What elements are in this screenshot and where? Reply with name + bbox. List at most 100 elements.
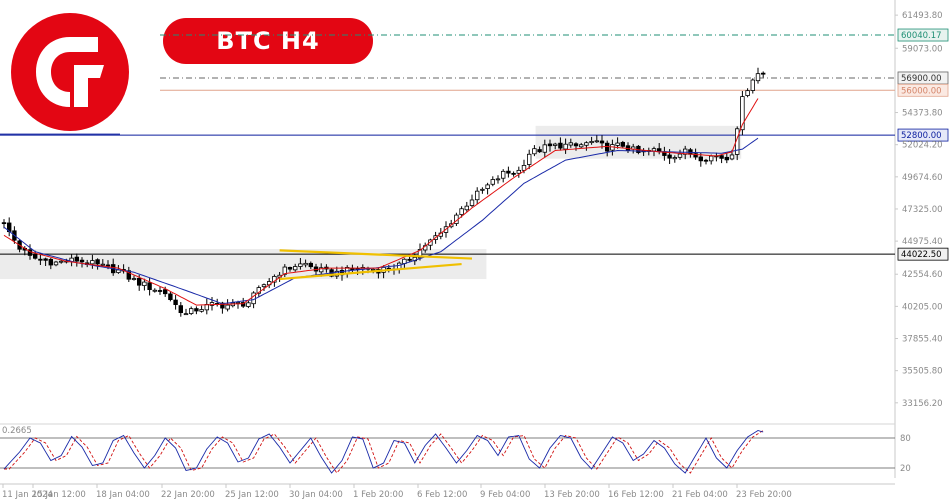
candle: [183, 308, 189, 316]
candle: [142, 278, 147, 291]
candle: [266, 278, 272, 289]
level-label-upper: 56900.00: [901, 74, 942, 84]
candle: [48, 257, 53, 270]
candle: [579, 142, 584, 149]
candle: [553, 142, 558, 150]
candle: [568, 138, 573, 148]
candle: [209, 297, 215, 311]
chart-title: BTC H4: [216, 27, 320, 55]
candle: [147, 278, 152, 296]
candle: [761, 71, 766, 78]
axes: 61493.80 59073.00 54373.80 52024.20 49674.60…: [2, 11, 943, 500]
y-tick-label: 37855.40: [902, 335, 943, 345]
chart-title-badge: BTC H4: [163, 18, 373, 64]
candle: [584, 141, 589, 151]
candle: [464, 201, 469, 212]
moving-averages: [3, 98, 759, 306]
candle: [469, 194, 475, 208]
x-tick-label: 9 Feb 04:00: [480, 490, 530, 500]
candle: [537, 146, 542, 153]
candle: [225, 299, 230, 312]
candle: [90, 254, 95, 269]
candle: [485, 182, 490, 195]
osc-level-label: 80: [900, 434, 911, 444]
candle: [563, 138, 568, 154]
candle: [703, 158, 709, 165]
level-tag-support: [897, 128, 949, 142]
candle: [417, 243, 423, 261]
x-tick-label: 13 Feb 20:00: [544, 490, 600, 500]
candle: [459, 206, 464, 218]
candle: [480, 187, 485, 194]
stoch-signal-line: [4, 430, 764, 474]
candle: [43, 257, 48, 266]
candle: [292, 263, 298, 272]
level-tag-resistance: [897, 83, 949, 97]
candle: [74, 253, 79, 267]
y-tick-label: 44975.40: [902, 237, 943, 247]
candle: [308, 261, 313, 269]
candle: [240, 297, 246, 308]
candle: [594, 135, 599, 143]
candle: [79, 257, 85, 268]
candle: [59, 260, 64, 264]
y-tick-label: 61493.80: [902, 11, 943, 21]
y-tick-label: 47325.00: [902, 205, 943, 215]
candle: [511, 171, 516, 177]
ma-fast-line: [3, 98, 759, 306]
candle: [506, 166, 511, 178]
candle: [719, 154, 724, 164]
candle: [287, 266, 293, 272]
osc-corner-label: 0.2665: [2, 426, 32, 436]
level-label-target: 60040.17: [901, 31, 942, 41]
horizontal-levels: 60040.17 56900.00 56000.00 52800.00 44022.50: [0, 28, 949, 261]
candle: [677, 149, 683, 160]
x-tick-label: 22 Jan 20:00: [161, 490, 215, 500]
candle: [516, 166, 521, 178]
y-tick-label: 42554.60: [902, 270, 943, 280]
candle: [750, 78, 755, 94]
candle: [303, 259, 308, 268]
stoch-main-line: [3, 430, 764, 474]
x-tick-label: 21 Feb 04:00: [672, 490, 728, 500]
candle: [152, 288, 157, 293]
y-tick-label: 52024.20: [902, 141, 943, 151]
candle: [745, 88, 750, 98]
candle: [1, 219, 7, 229]
triangle-upper-line: [279, 249, 473, 260]
candle: [199, 305, 204, 313]
candle: [38, 253, 43, 265]
y-tick-label: 59073.00: [902, 44, 943, 54]
candle: [490, 176, 495, 187]
x-tick-label: 18 Jan 04:00: [96, 490, 150, 500]
level-label-resistance: 56000.00: [901, 86, 942, 96]
y-tick-label: 35505.80: [902, 367, 943, 377]
candle: [527, 149, 532, 170]
x-tick-label: 1 Feb 20:00: [353, 490, 403, 500]
candle: [168, 291, 173, 302]
level-label-base: 44022.50: [901, 250, 942, 260]
level-tag-base: [897, 247, 949, 261]
level-tag-target: [897, 28, 949, 42]
candle: [605, 140, 610, 157]
x-tick-label: 6 Feb 12:00: [417, 490, 467, 500]
candlesticks: [1, 67, 766, 317]
candle: [755, 67, 761, 84]
y-tick-label: 54373.80: [902, 109, 943, 119]
y-tick-label: 33156.20: [902, 399, 943, 409]
frame-layer: [0, 0, 896, 485]
candle: [500, 169, 506, 183]
candle: [547, 139, 553, 152]
candle: [100, 259, 105, 266]
triangle-pattern: [279, 249, 473, 281]
candle: [188, 306, 194, 316]
x-tick-label: 23 Feb 20:00: [736, 490, 792, 500]
logo-circle: [11, 13, 129, 131]
stochastic-panel: 80 20 0.2665: [0, 426, 911, 474]
candle: [194, 306, 199, 315]
candle: [740, 90, 745, 136]
candle: [428, 238, 433, 251]
candle: [589, 136, 594, 145]
candle: [573, 142, 579, 151]
